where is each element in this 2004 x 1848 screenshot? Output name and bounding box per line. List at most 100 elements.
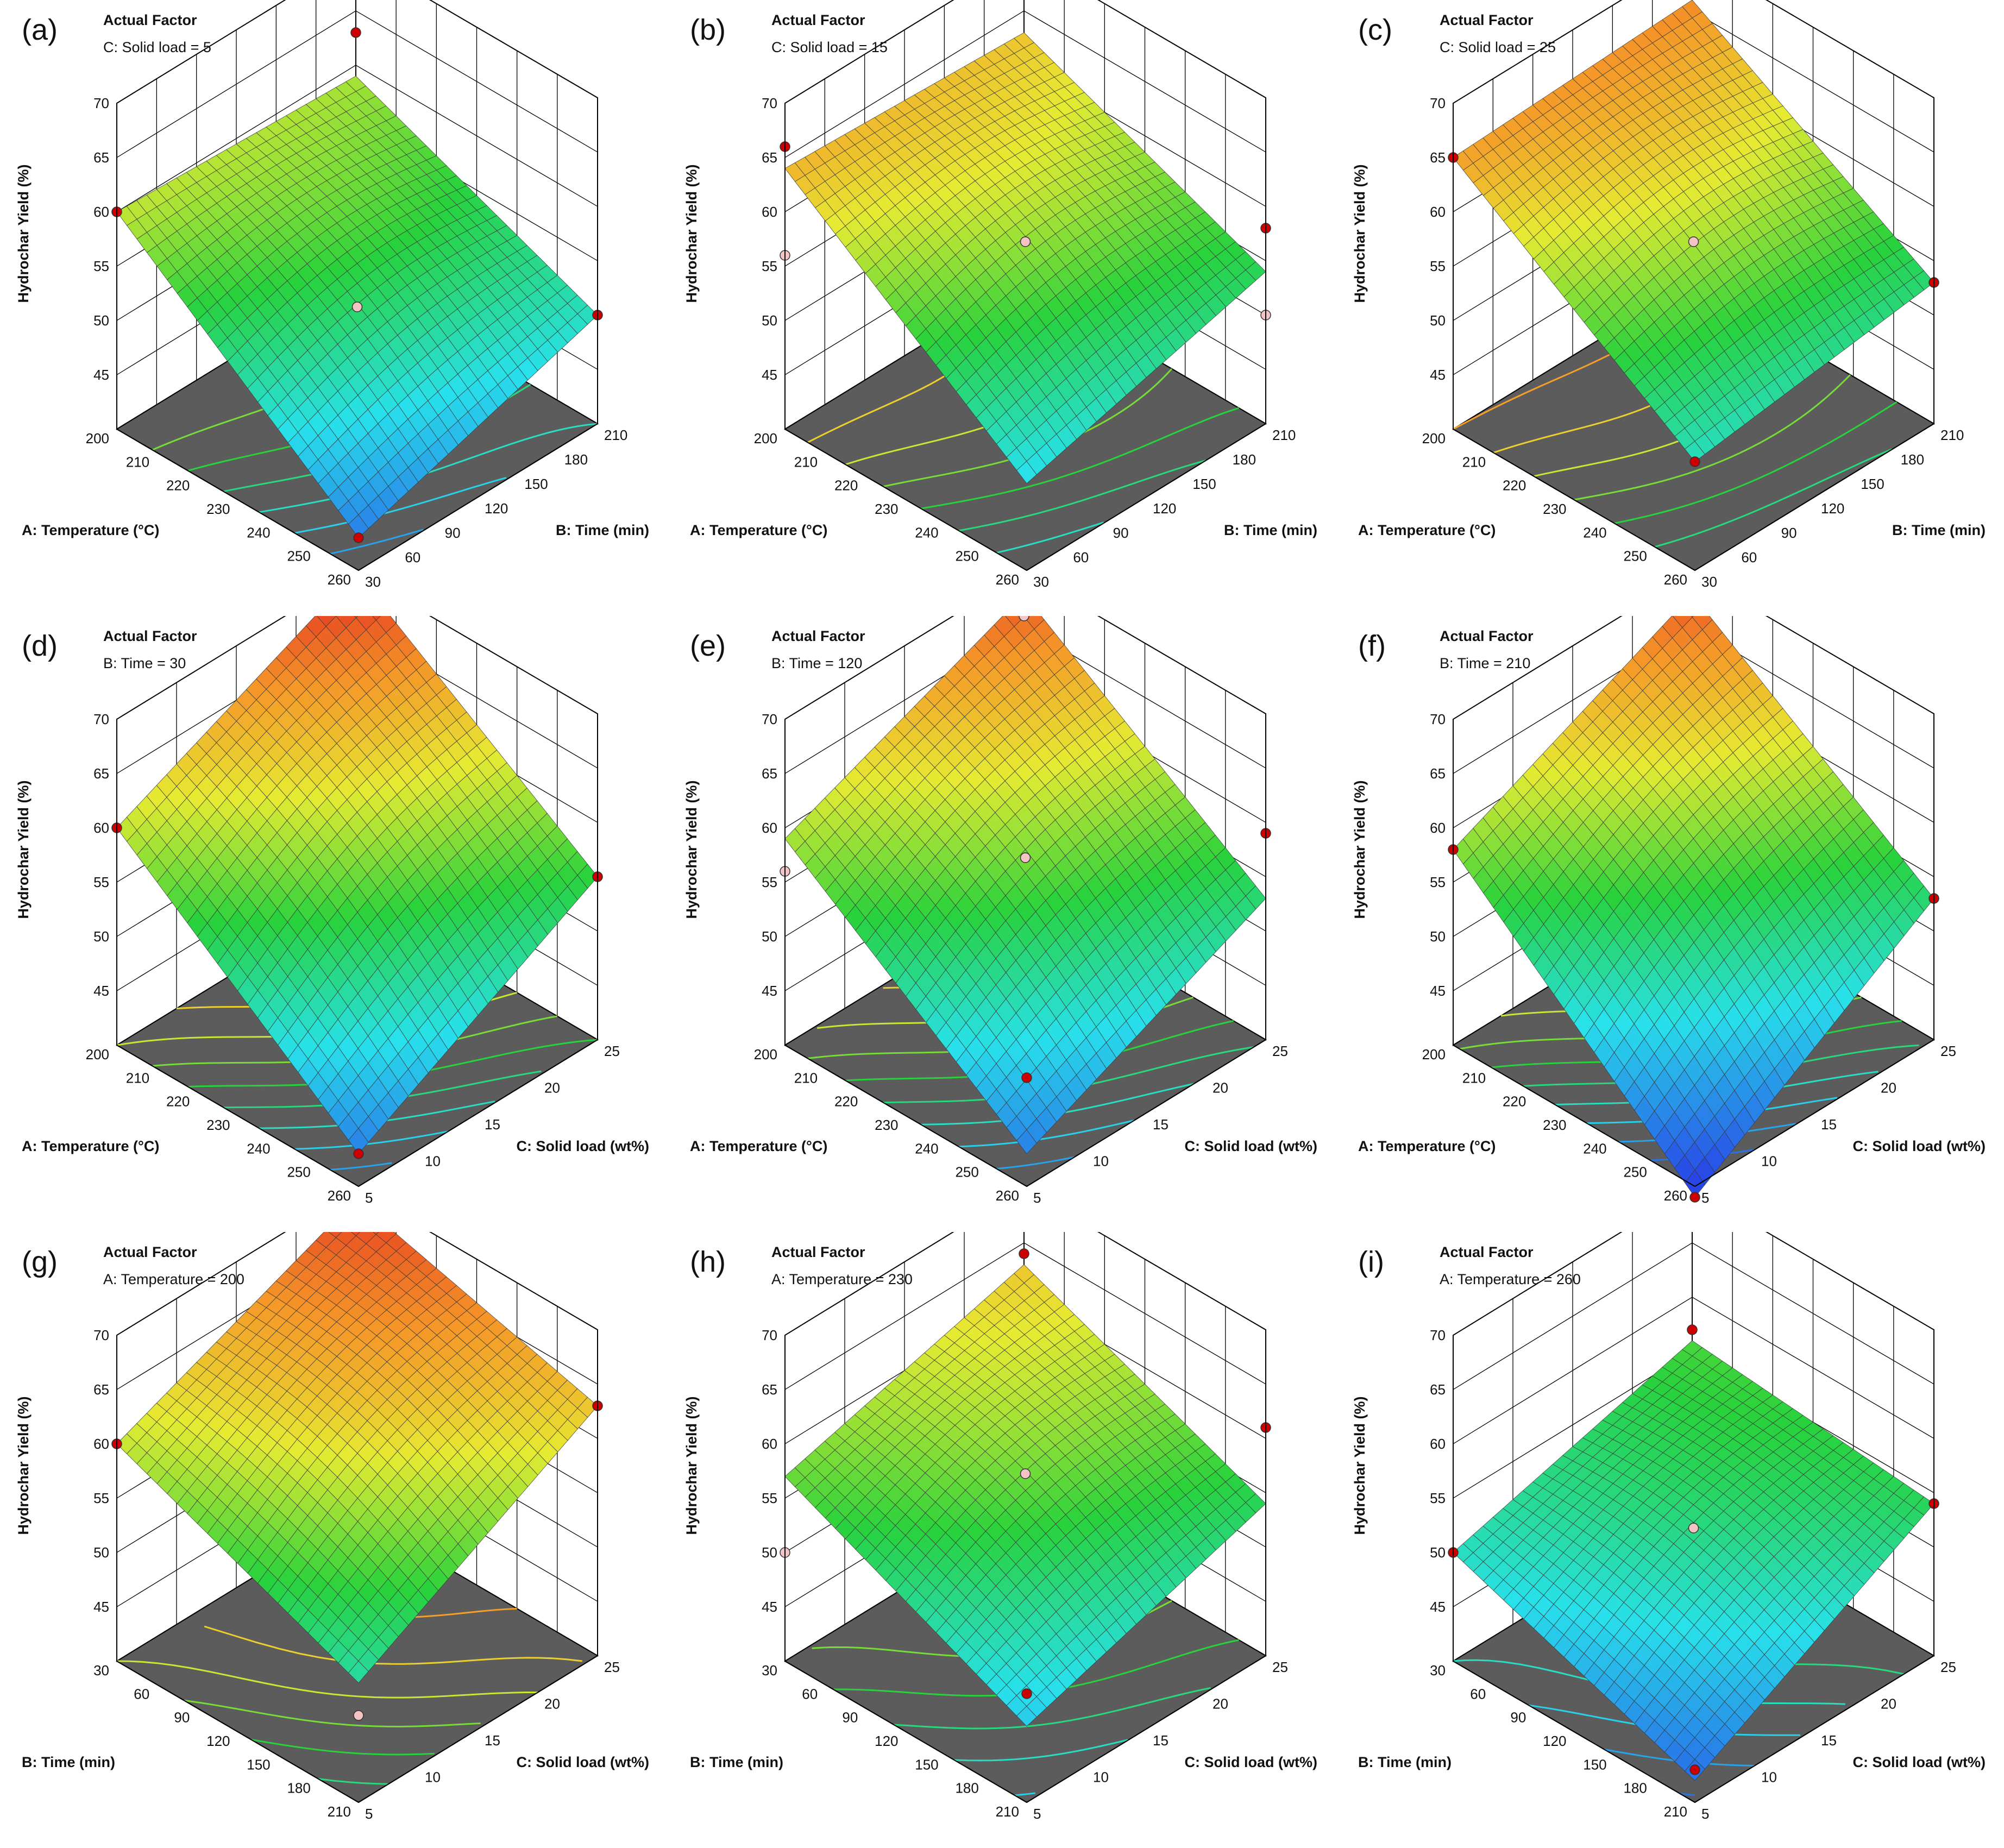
chart-panel: 45 50 55 60 65 70 30 60 90 120 150 180 210 5 10 15 20 25 H…	[668, 1232, 1336, 1848]
z-tick-label: 65	[1430, 765, 1446, 782]
y-tick-label: 10	[1093, 1153, 1109, 1170]
surface-cell	[354, 616, 359, 619]
chart-panel: 45 50 55 60 65 70 200 210 220 230 240 250 260 30 60 90 1…	[668, 0, 1336, 616]
y-tick-label: 30	[1033, 574, 1049, 590]
axis-edge	[1694, 1039, 1934, 1187]
z-tick-label: 60	[1430, 204, 1446, 220]
axis-edge	[358, 423, 598, 571]
x-tick-label: 200	[86, 1046, 109, 1063]
y-tick-label: 10	[1761, 1153, 1777, 1170]
z-axis-title: Hydrochar Yield (%)	[15, 1396, 32, 1535]
x-tick-label: 250	[955, 1164, 978, 1180]
x-tick-label: 200	[1422, 1046, 1446, 1063]
actual-factor-value: A: Temperature = 200	[103, 1271, 244, 1287]
z-tick-label: 55	[1430, 258, 1446, 274]
design-point	[353, 532, 364, 543]
y-tick-label: 60	[1073, 549, 1089, 565]
x-tick-label: 120	[206, 1733, 230, 1749]
design-point	[1689, 456, 1700, 467]
design-point	[1688, 236, 1699, 247]
chart-panel: 45 50 55 60 65 70 200 210 220 230 240 250 260 5 10 15 20…	[0, 616, 668, 1232]
actual-factor-title: Actual Factor	[771, 12, 865, 28]
y-tick-label: 150	[1861, 476, 1884, 492]
y-axis-title: C: Solid load (wt%)	[1853, 1138, 1986, 1154]
contour-line	[954, 1739, 1128, 1762]
z-tick-label: 50	[93, 1544, 109, 1561]
axis-edge	[358, 1655, 598, 1803]
x-tick-label: 220	[166, 477, 190, 494]
x-tick-label: 250	[287, 1164, 310, 1180]
grid-line	[784, 1242, 1266, 1390]
grid-line	[784, 10, 1266, 158]
y-tick-label: 15	[485, 1732, 500, 1749]
contour-line	[250, 1738, 435, 1756]
x-tick-label: 250	[1623, 548, 1647, 564]
z-axis-title: Hydrochar Yield (%)	[15, 780, 32, 919]
y-axis-title: C: Solid load (wt%)	[517, 1754, 649, 1770]
grid-line	[116, 65, 598, 212]
grid-line	[116, 0, 598, 104]
x-tick-label: 250	[287, 548, 310, 564]
x-axis-title: A: Temperature (°C)	[1358, 1138, 1496, 1154]
y-axis-title: B: Time (min)	[1224, 522, 1317, 538]
y-tick-label: 20	[544, 1080, 560, 1096]
y-tick-label: 20	[1881, 1080, 1896, 1096]
x-axis-title: A: Temperature (°C)	[22, 522, 159, 538]
contour-line	[318, 1778, 389, 1785]
z-tick-label: 50	[1430, 312, 1446, 329]
y-tick-label: 60	[405, 549, 420, 565]
design-point	[1020, 852, 1031, 863]
z-tick-label: 65	[762, 765, 777, 782]
z-tick-label: 60	[93, 204, 109, 220]
x-axis-title: A: Temperature (°C)	[22, 1138, 159, 1154]
contour-line	[259, 423, 598, 513]
y-tick-label: 20	[544, 1696, 560, 1712]
panel-label: (a)	[22, 14, 58, 46]
grid-line	[784, 616, 1266, 720]
z-tick-label: 65	[93, 149, 109, 166]
surface-cell	[348, 1661, 369, 1683]
panel-label: (f)	[1358, 630, 1386, 662]
y-tick-label: 25	[604, 1659, 620, 1675]
z-tick-label: 55	[93, 874, 109, 890]
grid-line	[1453, 616, 1934, 720]
y-tick-label: 150	[1192, 476, 1216, 492]
chart-panel: 45 50 55 60 65 70 200 210 220 230 240 250 260 30 60 90 1…	[0, 0, 668, 616]
z-tick-label: 70	[93, 95, 109, 111]
z-tick-label: 55	[762, 874, 777, 890]
z-tick-label: 65	[93, 1381, 109, 1398]
actual-factor-title: Actual Factor	[103, 628, 197, 644]
x-tick-label: 210	[126, 454, 149, 470]
axis-edge	[116, 429, 359, 571]
x-tick-label: 180	[287, 1780, 310, 1796]
x-tick-label: 250	[1623, 1164, 1647, 1180]
x-axis-title: A: Temperature (°C)	[690, 1138, 827, 1154]
x-tick-label: 220	[1503, 1093, 1526, 1110]
actual-factor-title: Actual Factor	[771, 628, 865, 644]
x-tick-label: 210	[328, 1803, 351, 1820]
surface-cell	[1684, 441, 1705, 462]
grid-line	[1453, 0, 1934, 104]
contour-line	[1574, 374, 1851, 501]
contour-line	[894, 1687, 1211, 1730]
surface-cell	[1684, 1170, 1705, 1198]
x-tick-label: 230	[875, 1117, 898, 1133]
x-tick-label: 60	[134, 1686, 149, 1702]
y-tick-label: 150	[524, 476, 548, 492]
grid-line	[116, 10, 598, 158]
z-tick-label: 65	[1430, 149, 1446, 166]
chart-panel: 45 50 55 60 65 70 200 210 220 230 240 250 260 30 60 90 1…	[1336, 0, 2004, 616]
contour-line	[330, 529, 424, 555]
panel-label: (e)	[690, 630, 726, 662]
surface-cell	[348, 514, 369, 538]
x-tick-label: 260	[1664, 571, 1687, 588]
actual-factor-value: C: Solid load = 5	[103, 39, 211, 55]
y-tick-label: 10	[425, 1769, 441, 1786]
x-tick-label: 210	[126, 1070, 149, 1086]
surface-cell	[1016, 1129, 1037, 1154]
surface-cell	[1016, 461, 1037, 484]
actual-factor-value: B: Time = 30	[103, 655, 186, 671]
